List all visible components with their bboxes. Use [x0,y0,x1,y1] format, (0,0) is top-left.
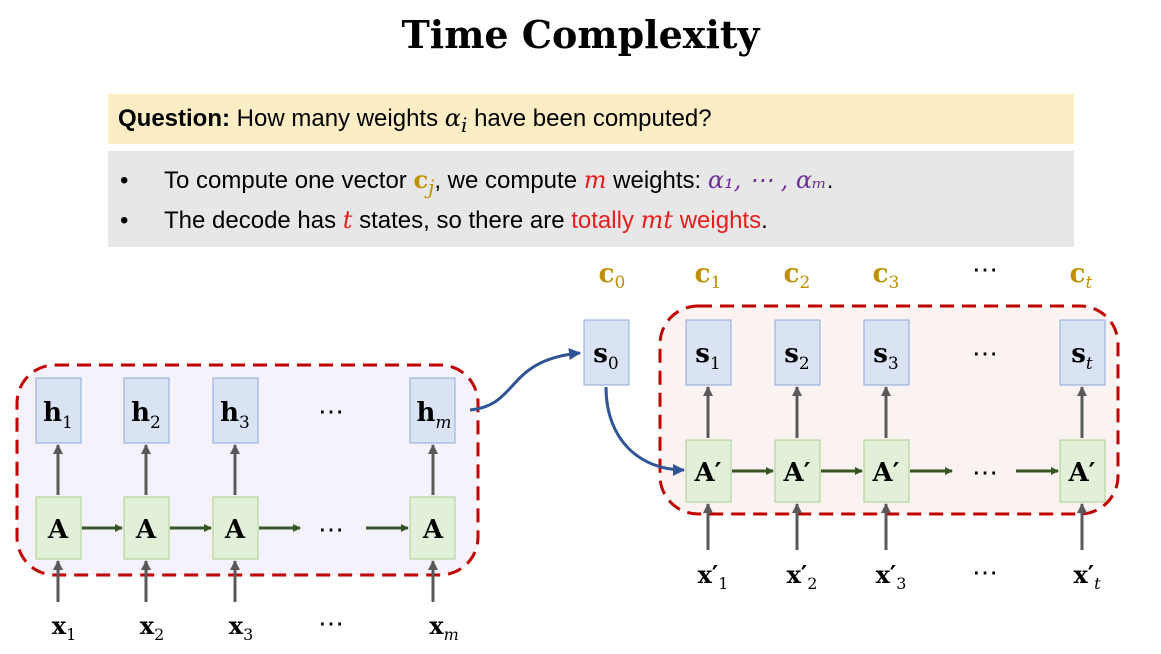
h2-box [123,377,170,444]
question-text-after: have been computed? [474,105,712,132]
encoder-a-dots: ⋯ [318,515,344,545]
decoder-a1-label: A′ [693,458,721,488]
bullet-2: • The decode has t states, so there are t… [120,206,768,235]
decoder-a-dots: ⋯ [972,458,998,488]
decoder-x-dots: ⋯ [972,558,998,588]
hm-label: hm [416,398,451,433]
bullet-1: • To compute one vector cj, we compute m … [120,165,833,199]
alpha-subscript: i [460,112,468,137]
c-vector-subscript: j [428,174,435,199]
ct-label: ct [1070,259,1093,293]
m-symbol: m [583,166,607,194]
decoder-a3-label: A′ [871,458,899,488]
s3-label: s3 [873,339,898,374]
bullet-1-text-2: , we compute [434,167,578,194]
totally-text: totally [571,207,634,234]
x2-prime-label: x′2 [787,560,818,593]
bullet-1-text-1: To compute one vector [164,167,407,194]
hm-to-s0-arrow [469,348,581,412]
encoder-a1-label: A [47,515,69,545]
encoder-a2-box [123,496,170,560]
question-text-before: How many weights [236,105,439,132]
decoder-at-label: A′ [1067,458,1095,488]
c2-label: c2 [784,259,811,293]
decoder-at-box [1059,439,1106,503]
alpha-symbol: α [444,104,461,132]
bullet-2-text-2: states, so there are [359,207,565,234]
st-label: st [1071,339,1093,374]
decoder: c0 c1 c2 c3 ⋯ ct s0 s1 s2 s3 ⋯ st A′ A′ … [583,255,1106,593]
alpha-list: α₁, ⋯ , αₘ [707,166,827,194]
question-text: Question: How many weights αi have been … [118,104,712,137]
decoder-a2-label: A′ [782,458,810,488]
st-box [1059,319,1106,386]
xt-prime-label: x′t [1073,560,1101,593]
encoder: h1 h2 h3 hm ⋯ A A A A ⋯ x1 x2 x3 ⋯ xm [35,377,459,644]
encoder-am-box [409,496,456,560]
h1-box [35,377,82,444]
encoder-h-dots: ⋯ [318,397,344,427]
s-dots: ⋯ [972,339,998,369]
bullet-marker: • [120,207,129,234]
mt-symbol: mt [640,206,674,234]
s3-box [863,319,910,386]
bullet-1-period: . [826,167,834,194]
h3-label: h3 [220,398,250,433]
x2-label: x2 [140,611,165,644]
weights-red-text: weights [679,207,762,234]
s0-box [583,319,630,386]
t-symbol: t [342,206,353,234]
x3-label: x3 [229,611,254,644]
decoder-a3-box [863,439,910,503]
s1-box [685,319,732,386]
encoder-x-dots: ⋯ [318,609,344,639]
s0-label: s0 [593,339,618,374]
s1-label: s1 [695,339,720,374]
c3-label: c3 [873,259,900,293]
question-box: Question: How many weights αi have been … [108,94,1074,144]
xm-label: xm [429,611,458,644]
x1-prime-label: x′1 [698,560,729,593]
c-dots: ⋯ [972,255,998,285]
bullet-box: • To compute one vector cj, we compute m … [108,151,1074,247]
bullet-2-period: . [761,207,768,234]
h3-box [212,377,259,444]
encoder-a2-label: A [135,515,157,545]
s0-to-decoder-arrow [604,386,685,476]
bullet-marker: • [120,167,129,194]
encoder-a3-label: A [224,515,246,545]
slide-title: Time Complexity [401,12,760,57]
c0-label: c0 [599,259,626,293]
encoder-am-label: A [422,515,444,545]
s2-box [774,319,821,386]
encoder-a3-box [212,496,259,560]
decoder-a1-box [685,439,732,503]
c-vector-symbol: c [413,165,429,194]
h1-label: h1 [43,398,73,433]
x3-prime-label: x′3 [876,560,907,593]
h2-label: h2 [131,398,161,433]
c1-label: c1 [695,259,722,293]
question-label: Question: [118,105,230,132]
encoder-a1-box [35,496,82,560]
x1-label: x1 [52,611,77,644]
s2-label: s2 [784,339,809,374]
bullet-2-text-1: The decode has [164,207,337,234]
hm-box [409,377,456,444]
bullet-1-text-3: weights: [613,167,702,194]
decoder-a2-box [774,439,821,503]
